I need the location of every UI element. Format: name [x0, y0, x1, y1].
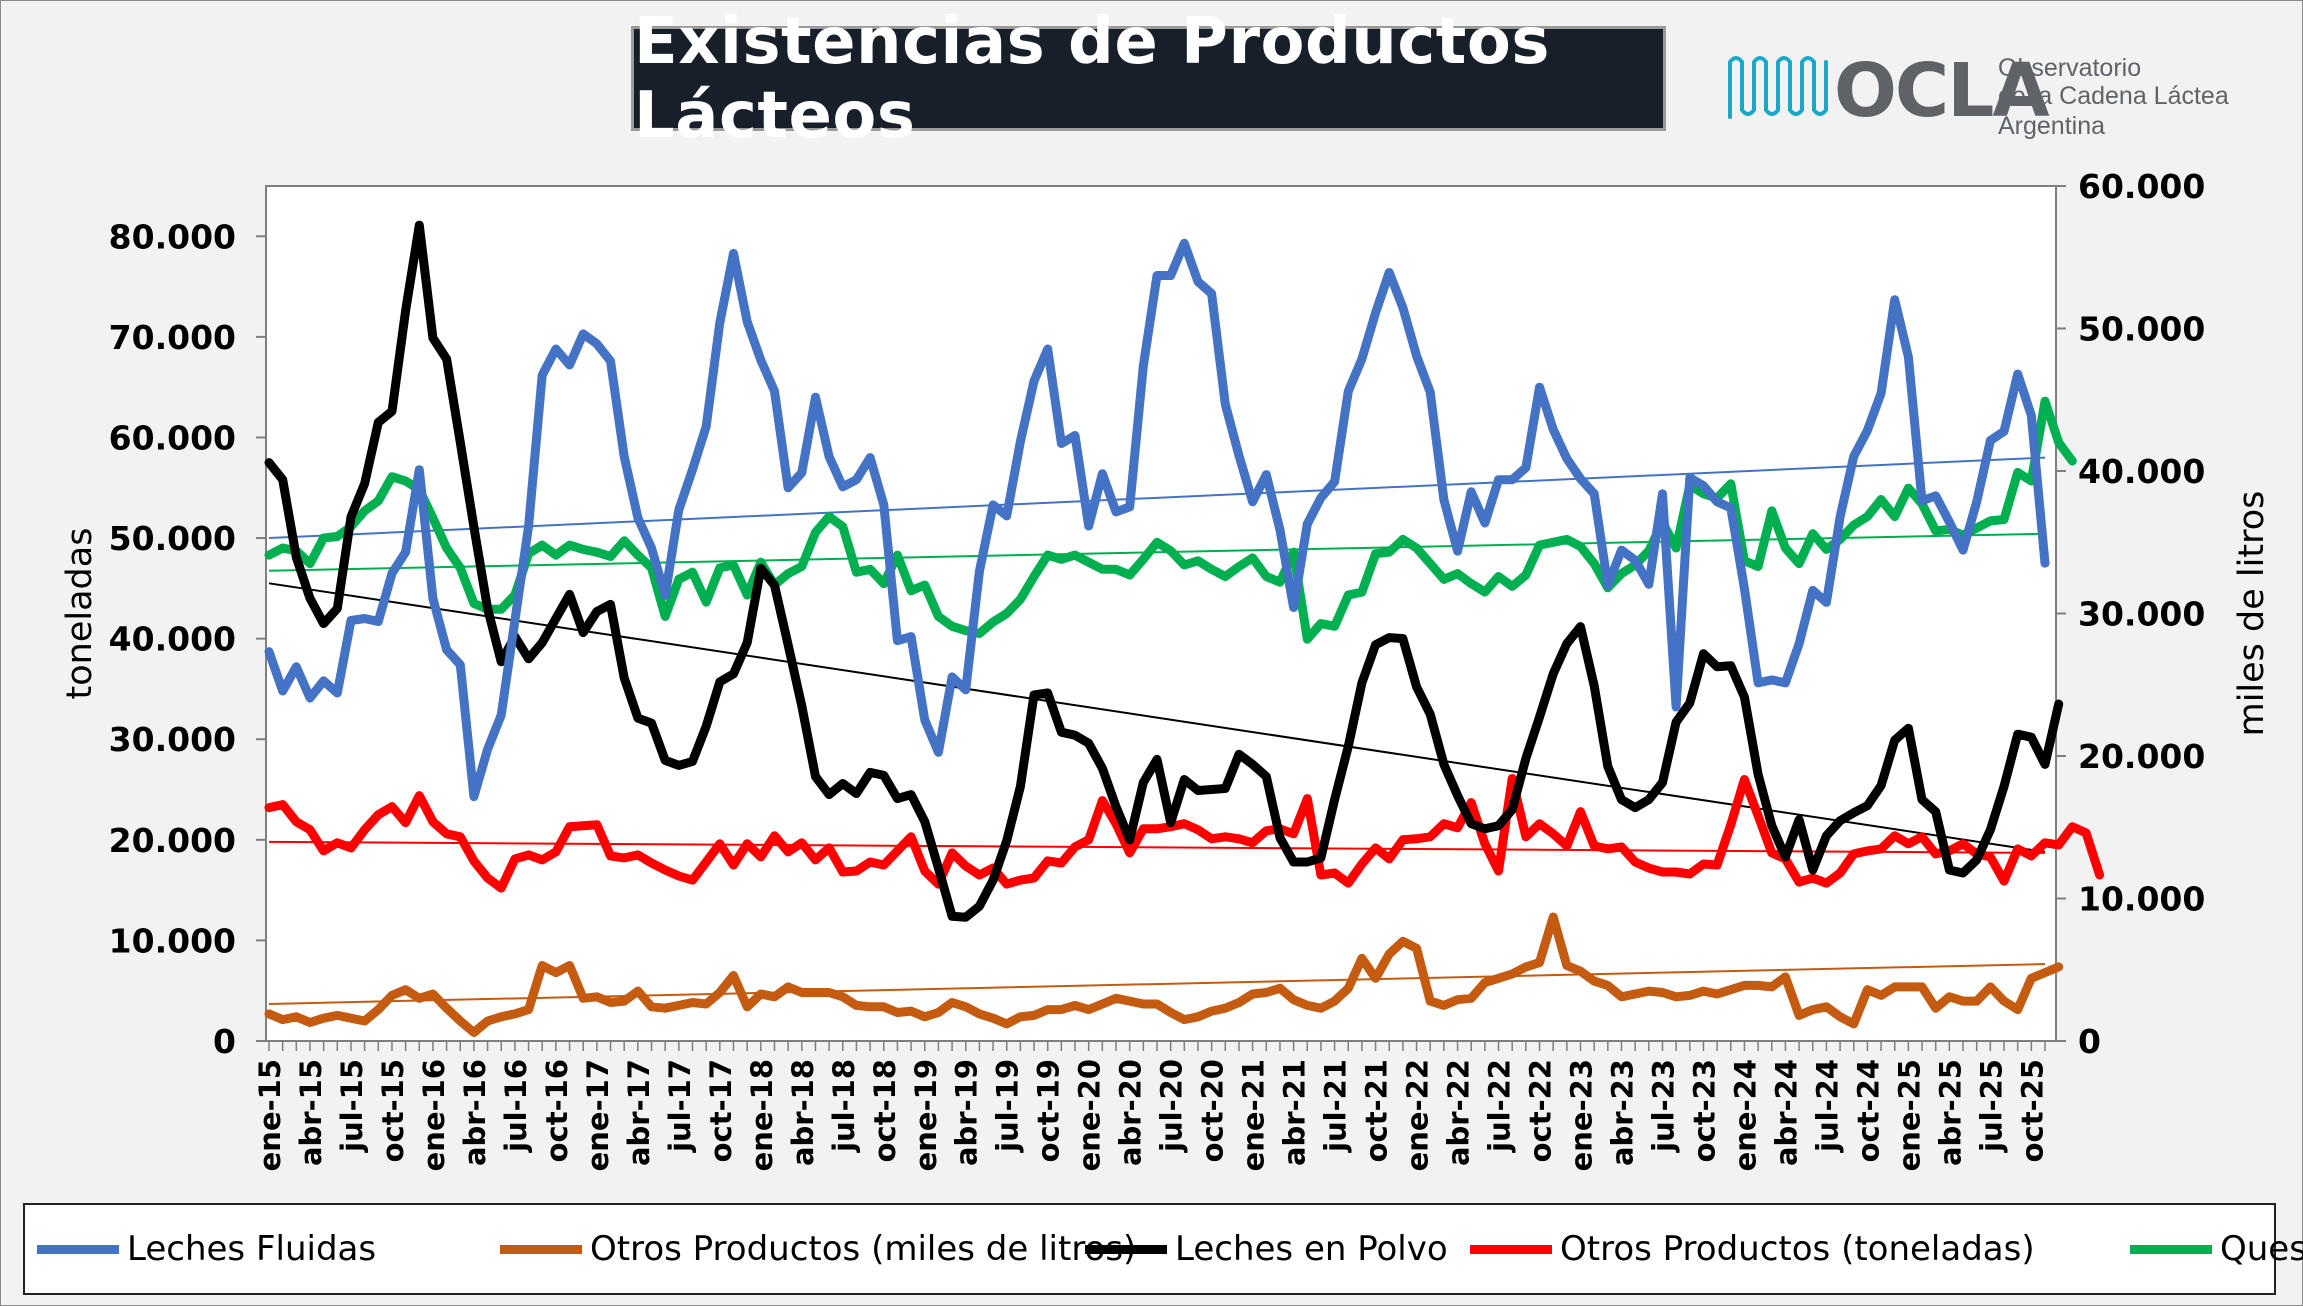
- y-left-tick-label: 20.000: [109, 821, 236, 860]
- y-left-axis-title: toneladas: [60, 528, 100, 700]
- y-left-tick-label: 70.000: [109, 318, 236, 357]
- x-tick-label: abr-23: [1605, 1059, 1639, 1166]
- x-tick-label: oct-19: [1032, 1059, 1066, 1162]
- x-tick-label: jul-24: [1810, 1059, 1844, 1153]
- legend-swatch: [500, 1244, 582, 1254]
- x-tick-label: abr-15: [294, 1059, 328, 1166]
- y-left-tick-label: 10.000: [109, 921, 236, 960]
- trendline-otros-productos-miles-de-litros-: [268, 963, 2046, 1005]
- ocla-logo: OCLA Observatorio de la Cadena Láctea Ar…: [1726, 46, 2246, 151]
- plot-background: [265, 185, 2057, 1042]
- x-tick-label: oct-15: [376, 1059, 410, 1162]
- legend-swatch: [37, 1244, 119, 1254]
- legend-label: Leches en Polvo: [1175, 1229, 1448, 1269]
- logo-line-2: de la Cadena Láctea: [1998, 82, 2229, 110]
- x-tick-label: abr-21: [1278, 1059, 1312, 1166]
- x-tick-label: oct-18: [868, 1059, 902, 1162]
- y-right-tick-label: 50.000: [2078, 310, 2205, 349]
- x-tick-label: abr-16: [458, 1059, 492, 1166]
- series-line-otros-productos-miles-de-litros-: [264, 912, 2064, 1037]
- x-tick-label: oct-22: [1524, 1059, 1558, 1162]
- x-tick-label: jul-23: [1646, 1059, 1680, 1153]
- x-tick-label: abr-19: [950, 1059, 984, 1166]
- x-tick-label: ene-24: [1728, 1059, 1762, 1171]
- trendline-leches-fluidas: [268, 456, 2046, 540]
- x-tick-label: ene-23: [1565, 1059, 1599, 1171]
- y-right-tick-label: 30.000: [2078, 595, 2205, 634]
- legend-item: Quesos: [2130, 1205, 2303, 1293]
- series-line-otros-productos-toneladas-: [264, 774, 2105, 893]
- legend-item: Leches Fluidas: [37, 1205, 376, 1293]
- y-left-tick-label: 80.000: [109, 217, 236, 256]
- x-tick-label: oct-16: [540, 1059, 574, 1162]
- x-tick-label: ene-21: [1237, 1059, 1271, 1171]
- x-tick-label: oct-24: [1851, 1059, 1885, 1162]
- x-tick-label: jul-19: [991, 1059, 1025, 1153]
- legend-swatch: [2130, 1244, 2212, 1254]
- x-tick-label: ene-15: [253, 1059, 287, 1171]
- x-tick-label: ene-22: [1401, 1059, 1435, 1171]
- legend-item: Otros Productos (toneladas): [1470, 1205, 2035, 1293]
- legend-label: Leches Fluidas: [127, 1229, 377, 1269]
- x-tick-label: oct-20: [1196, 1059, 1230, 1162]
- x-tick-label: ene-20: [1073, 1059, 1107, 1171]
- x-tick-label: jul-21: [1319, 1059, 1353, 1153]
- ocla-logo-icon: [1728, 56, 1828, 119]
- y-left-tick-label: 40.000: [109, 620, 236, 659]
- x-tick-label: abr-24: [1769, 1059, 1803, 1166]
- x-tick-label: abr-22: [1442, 1059, 1476, 1166]
- y-left-tick-label: 30.000: [109, 720, 236, 759]
- x-tick-label: jul-16: [499, 1059, 533, 1153]
- x-tick-label: oct-23: [1687, 1059, 1721, 1162]
- ocla-wordmark: OCLA: [1834, 48, 2050, 134]
- y-left-tick-label: 60.000: [109, 418, 236, 457]
- y-right-tick-label: 20.000: [2078, 737, 2205, 776]
- series-line-quesos: [264, 396, 2077, 644]
- legend-label: Quesos: [2220, 1229, 2303, 1269]
- chart-title: Existencias de Productos Lácteos: [631, 5, 1666, 153]
- legend-swatch: [1085, 1244, 1167, 1254]
- x-tick-label: abr-18: [786, 1059, 820, 1166]
- x-tick-label: ene-17: [581, 1059, 615, 1171]
- chart-legend: Leches Fluidas Otros Productos (miles de …: [23, 1203, 2303, 1295]
- x-tick-label: jul-20: [1155, 1059, 1189, 1153]
- y-right-tick-label: 40.000: [2078, 452, 2205, 491]
- legend-label: Otros Productos (miles de litros): [590, 1229, 1137, 1269]
- x-tick-label: oct-17: [704, 1059, 738, 1162]
- y-right-tick-label: 10.000: [2078, 880, 2205, 919]
- y-left-tick-label: 50.000: [109, 519, 236, 558]
- x-tick-label: abr-20: [1114, 1059, 1148, 1166]
- legend-item: Otros Productos (miles de litros): [500, 1205, 1136, 1293]
- y-right-tick-label: 0: [2078, 1022, 2101, 1061]
- x-tick-label: ene-16: [417, 1059, 451, 1171]
- series-line-leches-fluidas: [264, 238, 2050, 802]
- y-left-tick-label: 0: [213, 1022, 236, 1061]
- x-tick-label: jul-15: [335, 1059, 369, 1153]
- y-right-axis-title: miles de litros: [2232, 491, 2272, 737]
- legend-swatch: [1470, 1244, 1552, 1254]
- plot-area: 0 10.000 20.000 30.000 40.000 50.000 60.000 70.…: [60, 167, 2272, 1171]
- x-tick-label: jul-22: [1483, 1059, 1517, 1153]
- x-tick-label: abr-17: [622, 1059, 656, 1166]
- y-right-tick-label: 60.000: [2078, 167, 2205, 206]
- trendline-quesos: [268, 532, 2046, 572]
- x-tick-label: oct-21: [1360, 1059, 1394, 1162]
- trendline-leches-en-polvo: [268, 582, 2046, 853]
- x-tick-label: abr-25: [1933, 1059, 1967, 1166]
- x-tick-label: ene-25: [1892, 1059, 1926, 1171]
- logo-line-3: Argentina: [1998, 112, 2106, 140]
- logo-line-1: Observatorio: [1998, 54, 2142, 82]
- x-tick-label: ene-18: [745, 1059, 779, 1171]
- x-tick-label: oct-25: [2015, 1059, 2049, 1162]
- x-tick-label: jul-18: [827, 1059, 861, 1153]
- series-line-leches-en-polvo: [264, 220, 2064, 922]
- legend-label: Otros Productos (toneladas): [1560, 1229, 2035, 1269]
- legend-item: Leches en Polvo: [1085, 1205, 1448, 1293]
- x-tick-label: jul-17: [663, 1059, 697, 1153]
- x-tick-label: jul-25: [1974, 1059, 2008, 1153]
- x-tick-label: ene-19: [909, 1059, 943, 1171]
